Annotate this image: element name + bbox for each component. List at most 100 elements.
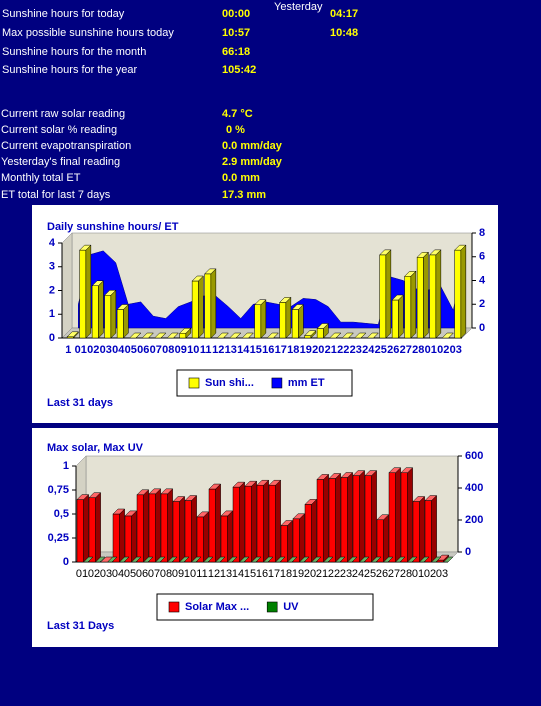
chart-footer: Last 31 Days bbox=[47, 620, 114, 632]
bar-front bbox=[352, 475, 360, 563]
bar bbox=[364, 469, 378, 563]
bar-side bbox=[347, 471, 353, 563]
bar bbox=[172, 495, 186, 563]
bar-side bbox=[119, 508, 125, 563]
stat-value: 10:57 bbox=[222, 27, 251, 39]
bar-front bbox=[172, 501, 180, 563]
bar-top bbox=[329, 332, 342, 339]
bar-front bbox=[304, 335, 312, 339]
bar bbox=[229, 332, 242, 339]
bar-top bbox=[202, 556, 214, 563]
x-tick-label: 13 bbox=[220, 568, 232, 580]
bar bbox=[244, 480, 258, 563]
reading-label: Current evapotranspiration bbox=[1, 140, 132, 152]
bar bbox=[141, 332, 154, 339]
bar-front bbox=[254, 304, 262, 339]
stat-yesterday: 04:17 bbox=[330, 8, 359, 20]
stat-label: Sunshine hours for the month bbox=[2, 46, 147, 58]
bar-side bbox=[419, 495, 425, 563]
chart-title: Max solar, Max UV bbox=[47, 442, 144, 454]
bar-side bbox=[203, 511, 209, 563]
bar-front bbox=[244, 485, 252, 563]
bar-front bbox=[424, 500, 432, 563]
x-tick-label: 17 bbox=[268, 568, 280, 580]
x-tick-label: 05 bbox=[124, 568, 136, 580]
bar-front bbox=[340, 477, 348, 563]
bar-front bbox=[416, 257, 424, 339]
bar-top bbox=[292, 513, 306, 520]
chart-footer: Last 31 days bbox=[47, 397, 113, 409]
bar bbox=[214, 556, 226, 563]
x-tick-label: 07 bbox=[150, 344, 162, 356]
bar-front bbox=[79, 249, 87, 339]
bar-top bbox=[430, 556, 442, 563]
legend-swatch bbox=[168, 601, 180, 613]
bar bbox=[118, 556, 130, 563]
bar-top bbox=[184, 495, 198, 501]
bar-side bbox=[431, 494, 437, 563]
y-tick-label: 1 bbox=[63, 460, 69, 472]
bar bbox=[274, 556, 286, 563]
bar-front bbox=[196, 516, 204, 563]
bar bbox=[376, 514, 390, 563]
bar bbox=[256, 479, 270, 563]
x-tick-label: 02 bbox=[88, 568, 100, 580]
bar-front bbox=[179, 333, 187, 339]
bar-top bbox=[216, 332, 229, 339]
bar bbox=[304, 330, 317, 339]
x-tick-label: 11 bbox=[200, 344, 212, 356]
bar bbox=[416, 251, 429, 339]
bar bbox=[154, 332, 167, 339]
bar-side bbox=[239, 481, 245, 563]
bar bbox=[334, 556, 346, 563]
y-tick-label: 1 bbox=[49, 308, 55, 320]
bar-top bbox=[229, 332, 242, 339]
legend-label: Solar Max ... bbox=[185, 601, 249, 613]
bar-top bbox=[179, 328, 192, 334]
bar bbox=[116, 303, 129, 339]
bar-top bbox=[346, 556, 358, 563]
bar-side bbox=[95, 492, 101, 563]
reading-label: Monthly total ET bbox=[1, 172, 81, 184]
bar-front bbox=[256, 484, 264, 563]
bar bbox=[286, 556, 298, 563]
bar-side bbox=[83, 493, 89, 563]
bar bbox=[280, 519, 294, 563]
bar-top bbox=[354, 332, 367, 339]
bar-front bbox=[104, 295, 112, 339]
stat-value: 105:42 bbox=[222, 64, 257, 76]
bar-side bbox=[167, 488, 173, 563]
bar-top bbox=[136, 489, 150, 496]
y2-tick-label: 200 bbox=[465, 514, 483, 526]
bar-front bbox=[88, 497, 96, 563]
reading-label: Current solar % reading bbox=[1, 124, 118, 136]
bar-front bbox=[220, 515, 228, 563]
bar-top bbox=[160, 488, 174, 495]
bar bbox=[178, 556, 190, 563]
bar bbox=[424, 494, 438, 563]
y-tick-label: 0 bbox=[49, 332, 55, 344]
bar-top bbox=[214, 556, 226, 563]
bar bbox=[418, 556, 430, 563]
bar-top bbox=[418, 556, 430, 563]
bar bbox=[322, 556, 334, 563]
bar-top bbox=[154, 332, 167, 339]
bar-front bbox=[316, 479, 324, 563]
bar-front bbox=[376, 519, 384, 563]
bar bbox=[129, 332, 142, 339]
bar-side bbox=[299, 513, 305, 563]
bar-side bbox=[435, 249, 442, 339]
bar-top bbox=[148, 488, 162, 495]
bar-side bbox=[143, 489, 149, 563]
bar-side bbox=[407, 467, 413, 563]
bar-front bbox=[208, 488, 216, 563]
bar bbox=[382, 556, 394, 563]
bar-top bbox=[112, 508, 126, 515]
bar-top bbox=[376, 514, 390, 521]
y2-tick-label: 4 bbox=[479, 274, 486, 286]
bar-top bbox=[436, 554, 450, 561]
x-tick-label: 20 bbox=[312, 344, 324, 356]
bar-top bbox=[256, 479, 270, 486]
x-tick-label: 05 bbox=[125, 344, 137, 356]
bar bbox=[142, 556, 154, 563]
